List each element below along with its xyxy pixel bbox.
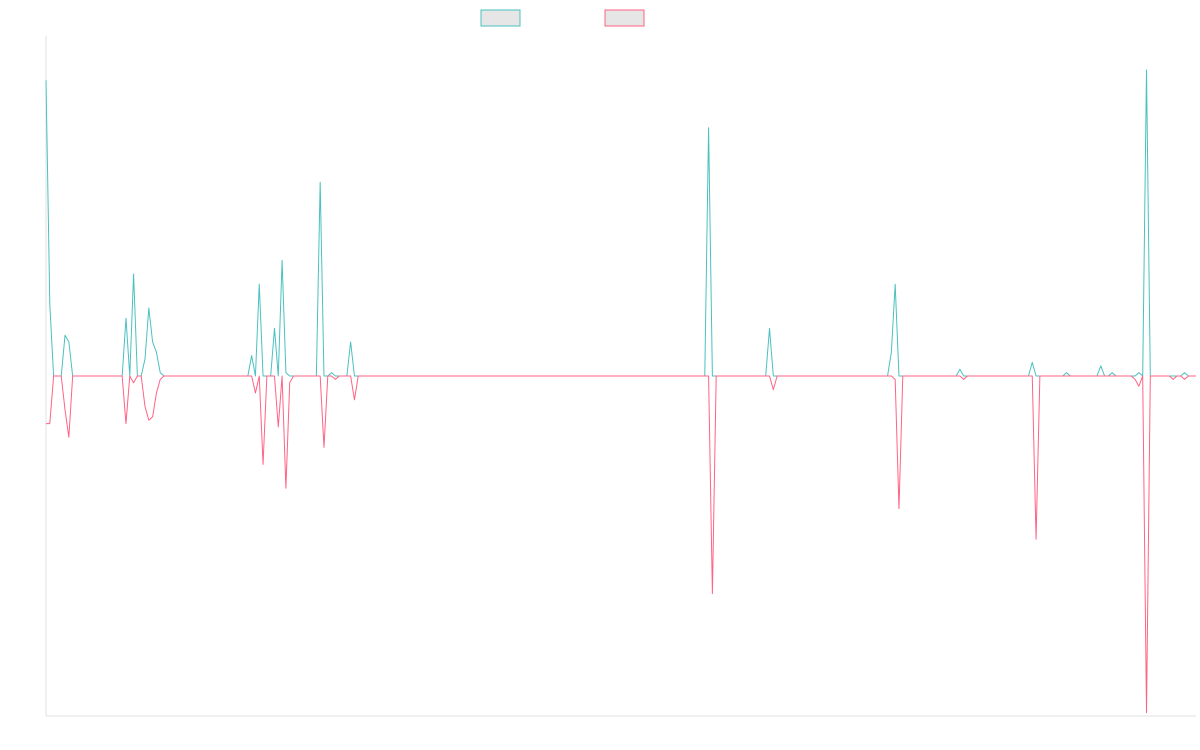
series-line-1 xyxy=(45,69,1196,377)
series-layer xyxy=(45,69,1196,714)
series-line-2 xyxy=(46,375,1196,714)
legend-swatch-series-2[interactable] xyxy=(604,9,645,27)
legend xyxy=(480,9,645,27)
legend-swatch-series-1[interactable] xyxy=(480,9,521,27)
